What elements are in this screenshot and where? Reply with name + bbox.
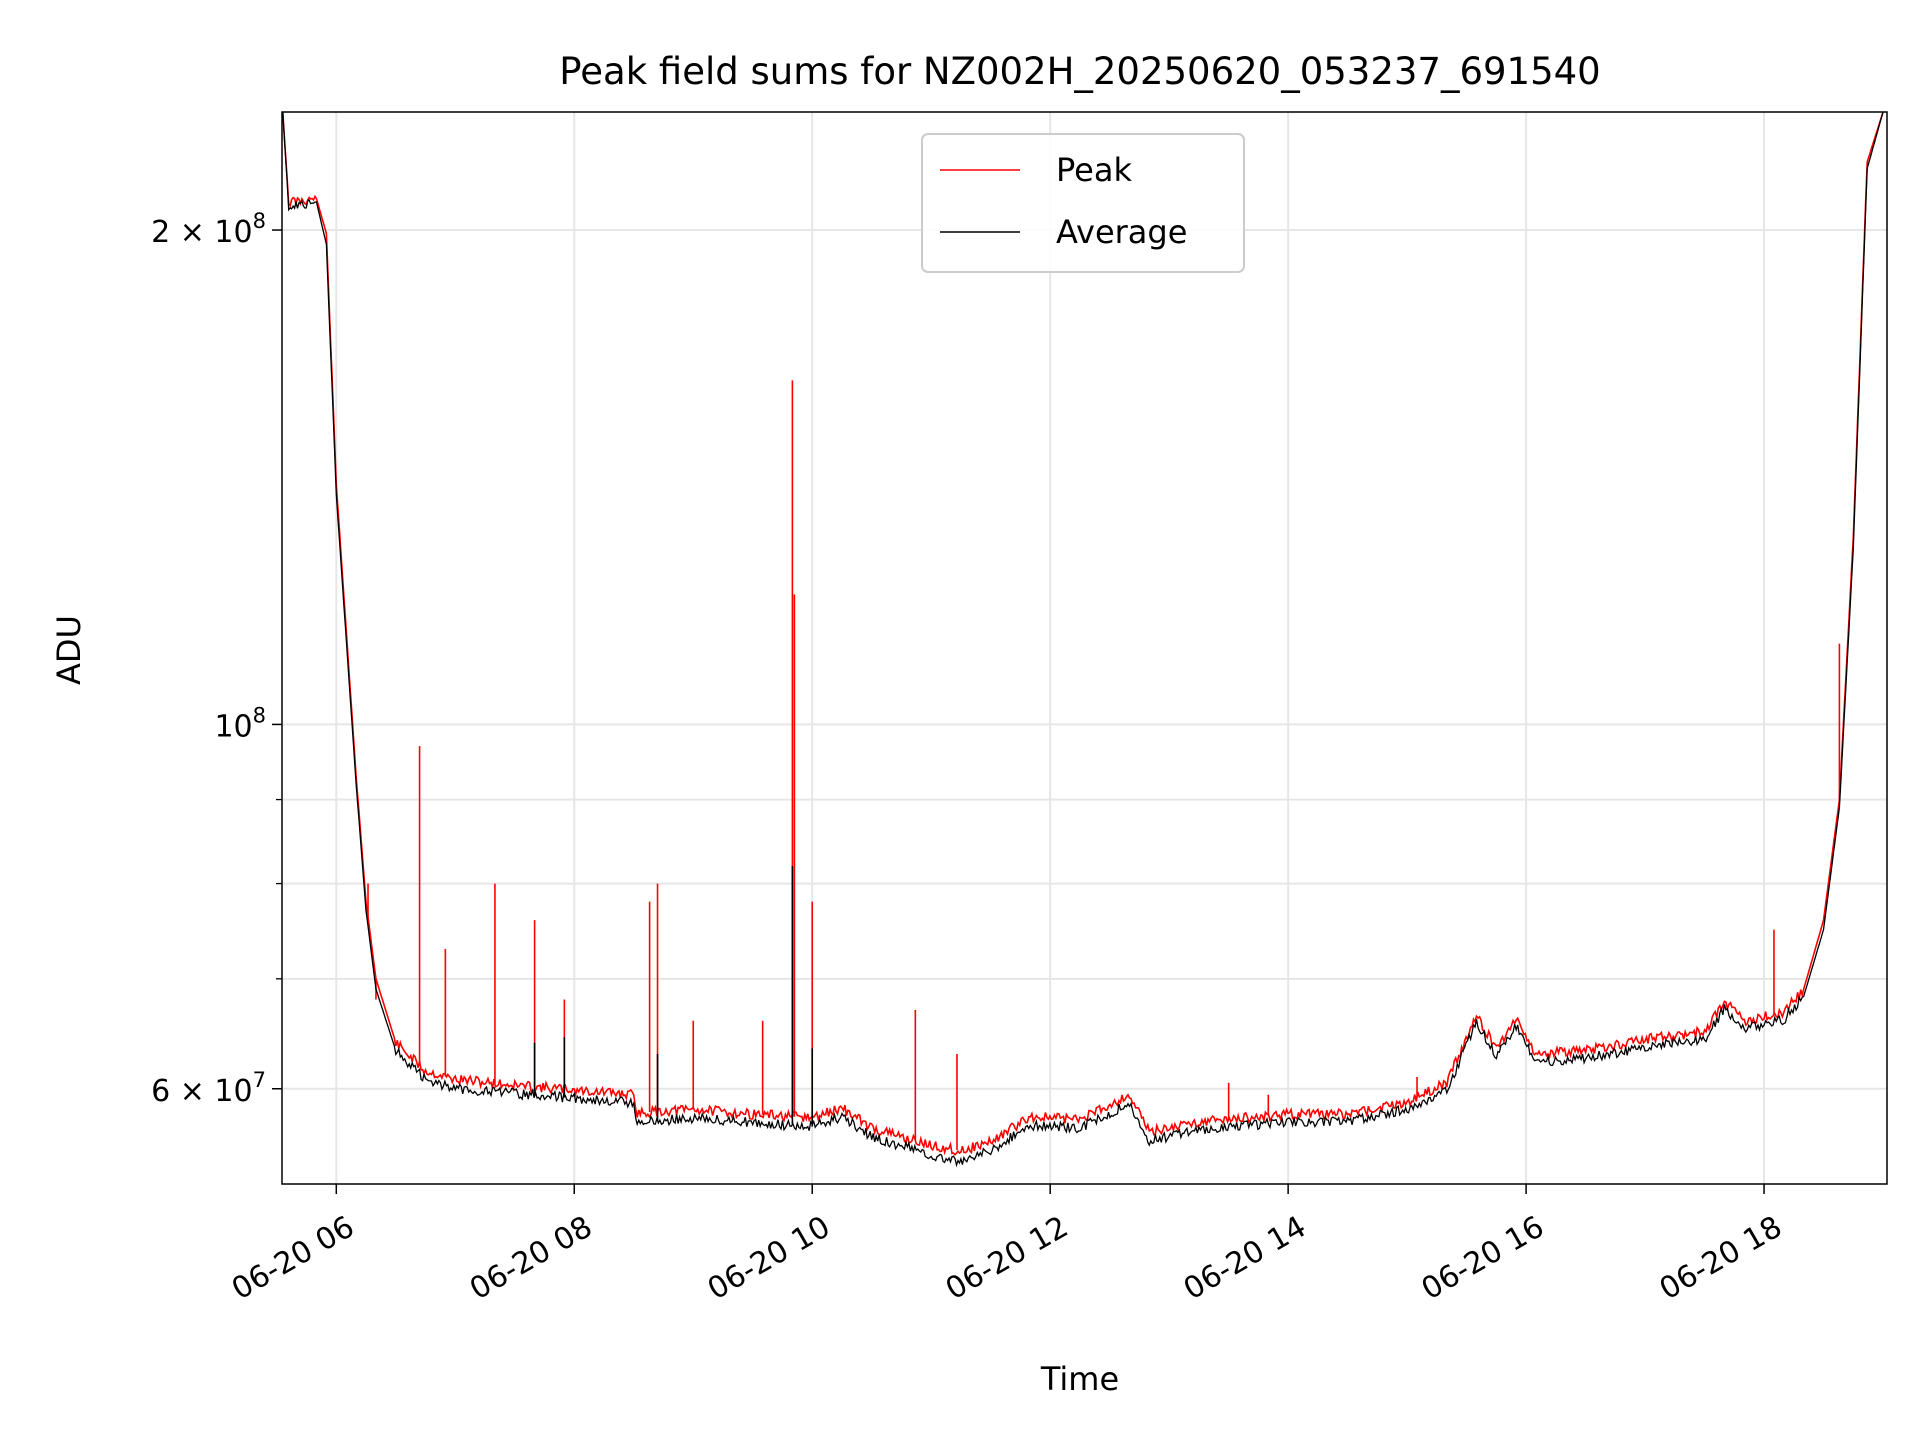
legend-box xyxy=(921,133,1245,273)
y-axis: 6 × 107 108 2 × 108 xyxy=(151,209,282,1109)
y-axis-label: ADU xyxy=(50,615,88,685)
series-line-peak xyxy=(282,112,1884,1156)
chart-title: Peak field sums for NZ002H_20250620_0532… xyxy=(559,50,1600,93)
legend-label-average: Average xyxy=(1056,213,1187,251)
y-tick-label: 6 × 107 xyxy=(151,1068,266,1109)
legend-label-peak: Peak xyxy=(1056,151,1132,189)
y-tick-label: 108 xyxy=(214,703,266,744)
y-tick-label: 2 × 108 xyxy=(151,209,266,250)
legend: Peak Average xyxy=(921,133,1245,273)
plot-frame xyxy=(281,111,1888,1185)
plot-series-group xyxy=(282,112,1884,1168)
x-axis-label: Time xyxy=(1040,1360,1119,1398)
series-line-average xyxy=(282,112,1884,1168)
